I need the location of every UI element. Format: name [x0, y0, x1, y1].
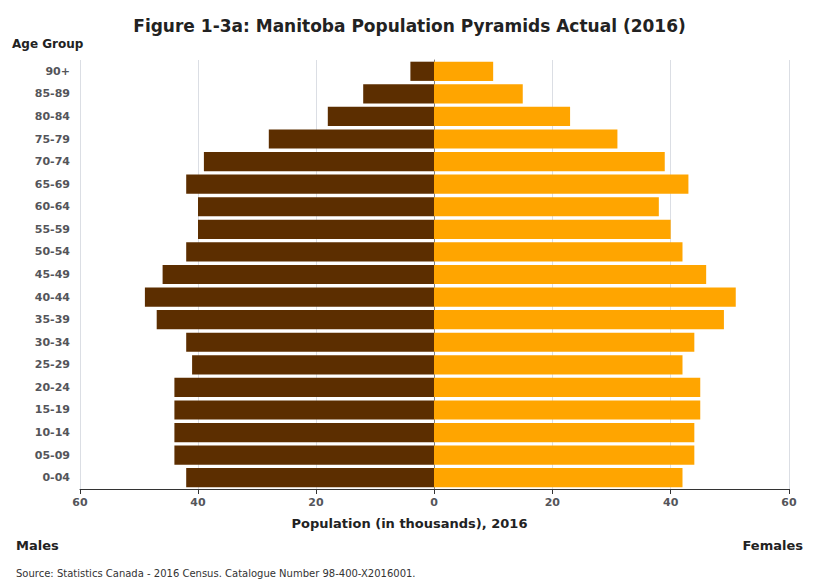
svg-text:0-04: 0-04 [42, 471, 70, 484]
svg-text:35-39: 35-39 [35, 313, 70, 326]
svg-text:Females: Females [743, 538, 804, 553]
svg-text:0: 0 [430, 496, 438, 509]
svg-text:40: 40 [190, 496, 206, 509]
svg-text:60-64: 60-64 [35, 200, 71, 213]
svg-text:Figure 1-3a: Manitoba Populati: Figure 1-3a: Manitoba Population Pyramid… [133, 16, 685, 36]
svg-text:Population (in thousands), 201: Population (in thousands), 2016 [292, 516, 528, 531]
svg-text:90+: 90+ [45, 65, 70, 78]
svg-text:60: 60 [72, 496, 88, 509]
svg-text:Age Group: Age Group [12, 37, 84, 51]
svg-text:50-54: 50-54 [35, 245, 71, 258]
svg-text:85-89: 85-89 [35, 87, 70, 100]
svg-text:75-79: 75-79 [35, 133, 70, 146]
svg-text:05-09: 05-09 [35, 449, 70, 462]
svg-text:30-34: 30-34 [35, 336, 71, 349]
svg-text:25-29: 25-29 [35, 358, 70, 371]
svg-text:40: 40 [663, 496, 679, 509]
svg-text:10-14: 10-14 [35, 426, 71, 439]
svg-text:20: 20 [308, 496, 324, 509]
svg-text:15-19: 15-19 [35, 403, 70, 416]
svg-text:60: 60 [781, 496, 797, 509]
svg-text:80-84: 80-84 [35, 110, 71, 123]
svg-text:20: 20 [545, 496, 561, 509]
svg-text:65-69: 65-69 [35, 178, 70, 191]
svg-text:70-74: 70-74 [35, 155, 71, 168]
svg-text:20-24: 20-24 [35, 381, 71, 394]
svg-text:Source: Statistics Canada - 20: Source: Statistics Canada - 2016 Census.… [16, 568, 416, 579]
svg-text:Males: Males [16, 538, 59, 553]
svg-text:40-44: 40-44 [35, 291, 71, 304]
svg-text:55-59: 55-59 [35, 223, 70, 236]
svg-text:45-49: 45-49 [35, 268, 70, 281]
